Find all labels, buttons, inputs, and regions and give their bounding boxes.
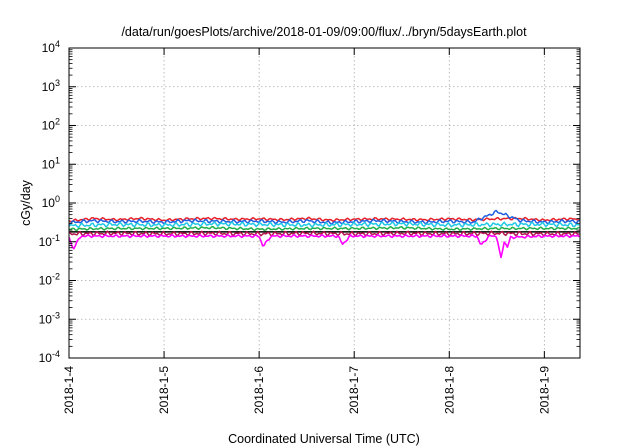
x-tick-label: 2018-1-4 bbox=[62, 366, 76, 414]
x-axis-label: Coordinated Universal Time (UTC) bbox=[228, 432, 420, 446]
y-tick-label: 103 bbox=[42, 78, 60, 94]
series-line-1 bbox=[68, 216, 580, 223]
y-tick-label: 10-1 bbox=[39, 233, 60, 249]
y-tick-label: 104 bbox=[42, 39, 60, 55]
x-tick-label: 2018-1-8 bbox=[442, 366, 456, 414]
x-tick-label: 2018-1-6 bbox=[252, 366, 266, 414]
series-layer bbox=[68, 209, 580, 259]
grid bbox=[69, 48, 580, 358]
y-tick-label: 10-2 bbox=[39, 272, 60, 288]
y-tick-label: 102 bbox=[42, 117, 60, 133]
series-line-4 bbox=[68, 225, 580, 232]
series-line-7 bbox=[68, 233, 580, 259]
y-axis-label: cGy/day bbox=[19, 179, 33, 226]
y-tick-label: 101 bbox=[42, 155, 60, 171]
y-tick-label: 100 bbox=[42, 194, 60, 210]
plot-frame bbox=[68, 47, 581, 359]
series-line-6 bbox=[68, 230, 580, 237]
x-tick-label: 2018-1-9 bbox=[537, 366, 551, 414]
y-tick-label: 10-3 bbox=[39, 310, 60, 326]
x-tick-label: 2018-1-5 bbox=[157, 366, 171, 414]
x-tick-label: 2018-1-7 bbox=[347, 366, 361, 414]
chart-title: /data/run/goesPlots/archive/2018-01-09/0… bbox=[121, 25, 527, 39]
series-line-3 bbox=[68, 221, 580, 229]
y-tick-label: 10-4 bbox=[39, 349, 60, 365]
series-line-2 bbox=[68, 209, 580, 226]
